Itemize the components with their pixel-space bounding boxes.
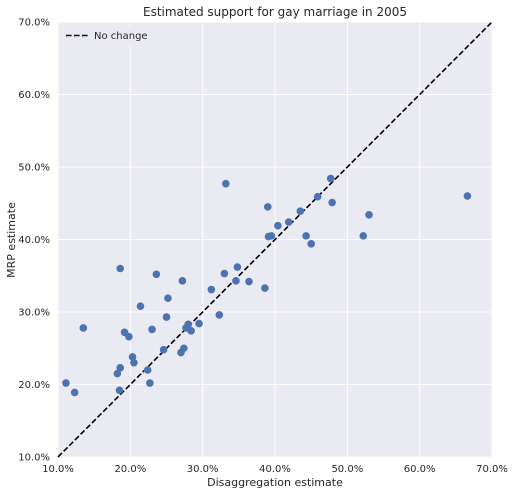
legend-label: No change [94, 31, 148, 42]
y-tick-label: 70.0% [18, 18, 50, 29]
data-point [222, 179, 230, 188]
legend-box [61, 26, 153, 46]
x-tick-labels: 10.0% 20.0% 30.0% 40.0% 50.0% 60.0% 70.0% [42, 464, 508, 475]
data-point [115, 386, 124, 395]
data-point [152, 270, 161, 279]
data-point [245, 277, 253, 286]
data-point [62, 379, 70, 387]
data-point [284, 218, 293, 226]
data-point [195, 319, 203, 328]
x-tick-label: 20.0% [114, 464, 146, 475]
data-point [79, 324, 88, 332]
x-tick-label: 10.0% [42, 464, 74, 475]
data-point [328, 198, 336, 207]
y-tick-label: 30.0% [18, 308, 50, 319]
data-point [232, 277, 240, 285]
x-tick-label: 50.0% [331, 464, 363, 475]
data-points [62, 174, 472, 397]
data-point [143, 366, 152, 374]
no-change-line [57, 21, 493, 458]
y-tick-label: 40.0% [18, 235, 50, 246]
chart-title: Estimated support for gay marriage in 20… [143, 5, 407, 19]
data-point [267, 232, 276, 240]
data-point [261, 284, 269, 292]
y-axis-label: MRP estimate [5, 202, 18, 278]
data-point [116, 364, 125, 372]
data-point [146, 379, 154, 387]
data-point [113, 369, 122, 378]
data-point [220, 269, 229, 278]
x-tick-label: 30.0% [187, 464, 219, 475]
data-point [274, 221, 282, 230]
x-tick-label: 40.0% [259, 464, 291, 475]
data-point [215, 311, 224, 319]
data-point [359, 232, 368, 240]
data-point [164, 294, 172, 303]
data-point [184, 320, 192, 329]
data-point [125, 332, 133, 341]
data-point [162, 313, 171, 321]
x-tick-label: 60.0% [404, 464, 436, 475]
y-tick-label: 20.0% [18, 380, 50, 391]
data-point [326, 174, 335, 183]
data-point [130, 358, 138, 367]
data-point [463, 192, 472, 200]
data-point [178, 277, 187, 285]
data-point [207, 285, 216, 294]
x-axis-label: Disaggregation estimate [207, 476, 343, 489]
y-tick-label: 10.0% [18, 453, 50, 464]
x-tick-label: 70.0% [476, 464, 508, 475]
data-point [302, 232, 310, 240]
data-point [70, 388, 79, 397]
reference-line-group [57, 21, 493, 458]
data-point [180, 344, 188, 353]
data-point [116, 264, 125, 273]
data-point [233, 263, 242, 271]
y-tick-labels: 10.0% 20.0% 30.0% 40.0% 50.0% 60.0% 70.0% [18, 18, 50, 464]
data-point [128, 353, 137, 361]
data-point [313, 192, 322, 201]
data-point [365, 211, 373, 219]
data-point [136, 302, 145, 311]
legend: No change [61, 26, 153, 46]
data-point [263, 203, 272, 211]
data-point [159, 345, 168, 354]
data-point [296, 207, 305, 216]
data-point [187, 327, 195, 335]
y-tick-label: 60.0% [18, 90, 50, 101]
y-tick-label: 50.0% [18, 163, 50, 174]
data-point [307, 240, 315, 248]
data-point [148, 325, 156, 334]
